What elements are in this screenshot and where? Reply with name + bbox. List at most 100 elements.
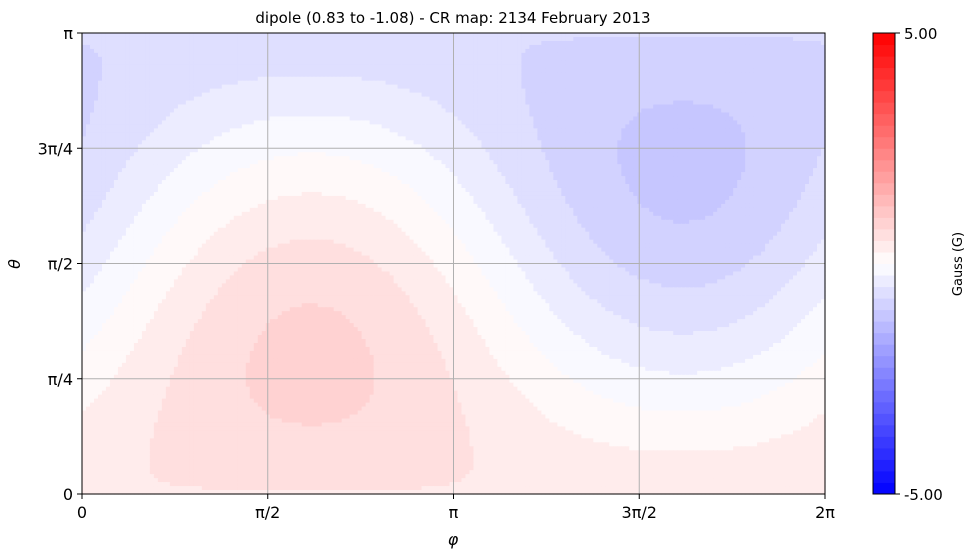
heatmap-cell [581, 48, 586, 54]
heatmap-cell [245, 132, 251, 137]
heatmap-cell [817, 112, 822, 118]
heatmap-cell [325, 44, 331, 50]
heatmap-cell [241, 56, 247, 62]
heatmap-cell [309, 56, 315, 62]
heatmap-cell [133, 100, 139, 106]
heatmap-cell [445, 132, 451, 137]
heatmap-cell [369, 60, 375, 66]
heatmap-cell [153, 108, 159, 114]
heatmap-cell [213, 60, 219, 66]
heatmap-cell [177, 120, 183, 125]
heatmap-cell [713, 60, 718, 66]
heatmap-cell [785, 68, 790, 74]
heatmap-cell [141, 88, 147, 94]
heatmap-cell [177, 80, 183, 86]
heatmap-cell [505, 128, 511, 133]
heatmap-cell [553, 116, 558, 122]
heatmap-cell [797, 56, 802, 62]
heatmap-cell [813, 132, 818, 137]
heatmap-cell [765, 44, 770, 50]
heatmap-cell [93, 136, 99, 141]
heatmap-cell [741, 84, 746, 90]
heatmap-cell [161, 124, 167, 129]
heatmap-cell [373, 60, 379, 66]
heatmap-cell [573, 132, 578, 137]
heatmap-cell [185, 33, 191, 38]
heatmap-cell [629, 40, 634, 46]
heatmap-cell [393, 92, 399, 98]
heatmap-cell [477, 68, 483, 74]
heatmap-cell [785, 100, 790, 106]
heatmap-cell [145, 48, 151, 54]
heatmap-cell [613, 52, 618, 58]
heatmap-cell [177, 33, 183, 38]
heatmap-cell [97, 136, 103, 141]
heatmap-cell [757, 60, 762, 66]
heatmap-cell [461, 33, 467, 38]
heatmap-cell [293, 80, 299, 86]
heatmap-cell [689, 100, 694, 106]
heatmap-cell [653, 52, 658, 58]
heatmap-cell [465, 92, 471, 98]
heatmap-cell [777, 96, 782, 102]
heatmap-cell [301, 124, 307, 129]
heatmap-cell [441, 56, 447, 62]
heatmap-cell [785, 88, 790, 94]
heatmap-cell [601, 48, 606, 54]
heatmap-cell [93, 72, 99, 78]
heatmap-cell [345, 72, 351, 78]
heatmap-cell [405, 124, 411, 129]
heatmap-cell [141, 92, 147, 98]
heatmap-cell [665, 60, 670, 66]
heatmap-cell [549, 116, 554, 122]
heatmap-cell [517, 33, 522, 38]
heatmap-cell [437, 36, 443, 42]
heatmap-cell [317, 132, 323, 137]
heatmap-cell [429, 116, 435, 122]
heatmap-cell [241, 68, 247, 74]
heatmap-cell [733, 112, 738, 118]
heatmap-cell [697, 44, 702, 50]
heatmap-cell [297, 80, 303, 86]
heatmap-cell [257, 136, 263, 141]
heatmap-cell [125, 52, 131, 58]
heatmap-cell [561, 60, 566, 66]
heatmap-cell [681, 100, 686, 106]
heatmap-cell [681, 52, 686, 58]
heatmap-cell [669, 60, 674, 66]
heatmap-cell [373, 124, 379, 129]
heatmap-cell [417, 104, 423, 110]
heatmap-cell [581, 64, 586, 70]
heatmap-cell [521, 136, 526, 141]
heatmap-cell [701, 36, 706, 42]
heatmap-cell [605, 44, 610, 50]
heatmap-cell [661, 33, 666, 38]
heatmap-cell [233, 33, 239, 38]
heatmap-cell [737, 44, 742, 50]
heatmap-cell [421, 68, 427, 74]
heatmap-cell [357, 40, 363, 46]
heatmap-cell [653, 88, 658, 94]
heatmap-cell [701, 120, 706, 125]
heatmap-cell [429, 132, 435, 137]
heatmap-cell [377, 96, 383, 102]
heatmap-cell [269, 88, 275, 94]
heatmap-cell [233, 116, 239, 122]
heatmap-cell [701, 52, 706, 58]
heatmap-cell [549, 48, 554, 54]
heatmap-cell [437, 112, 443, 118]
heatmap-cell [449, 44, 455, 50]
heatmap-cell [473, 96, 479, 102]
heatmap-cell [185, 68, 191, 74]
heatmap-cell [153, 33, 159, 38]
heatmap-cell [217, 52, 223, 58]
heatmap-cell [717, 96, 722, 102]
heatmap-cell [613, 136, 618, 141]
heatmap-cell [157, 64, 163, 70]
heatmap-cell [169, 104, 175, 110]
heatmap-cell [797, 76, 802, 82]
heatmap-cell [541, 36, 546, 42]
heatmap-cell [765, 68, 770, 74]
heatmap-cell [349, 96, 355, 102]
